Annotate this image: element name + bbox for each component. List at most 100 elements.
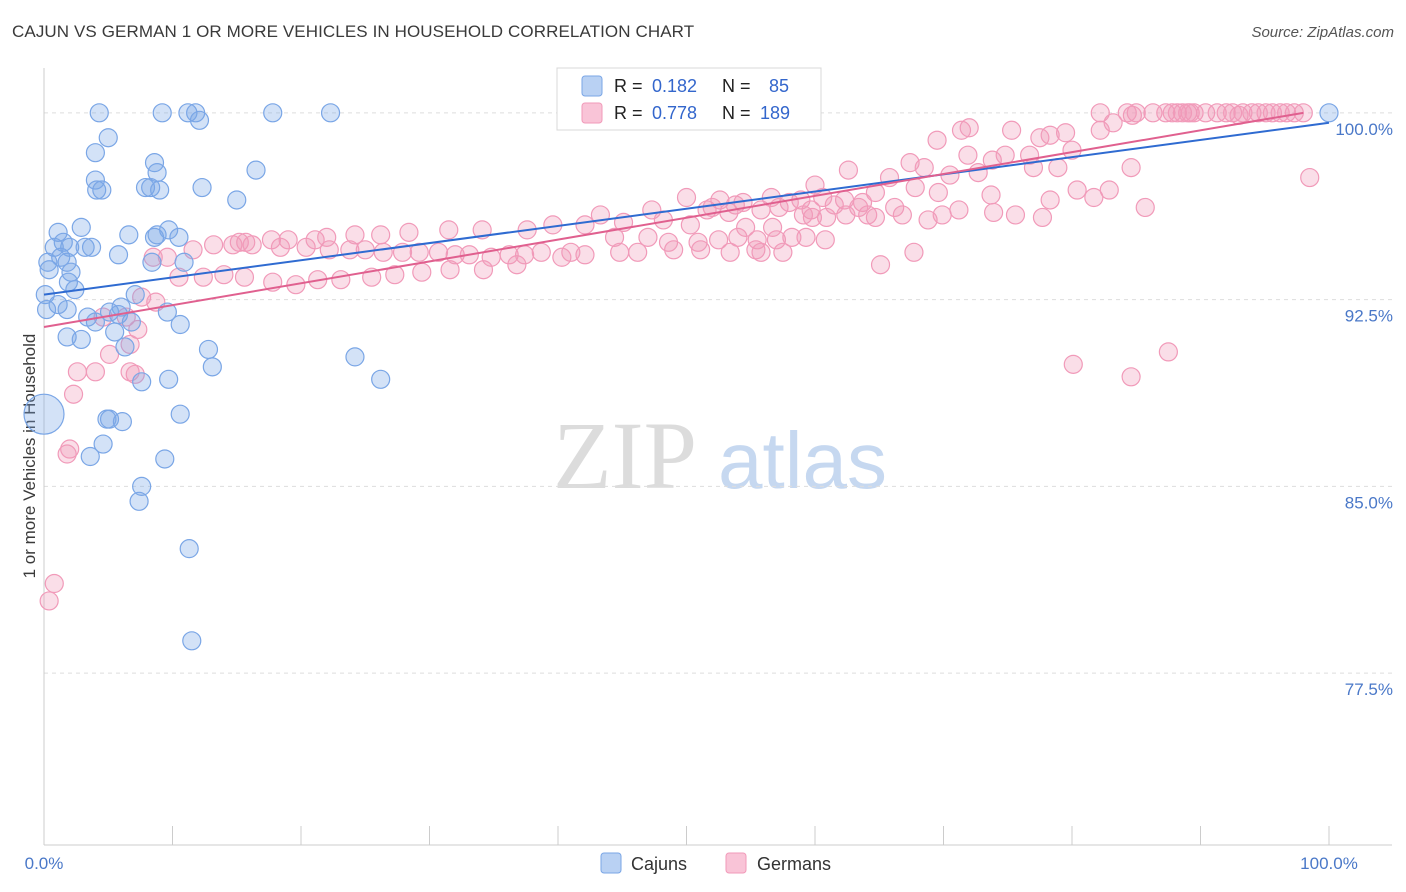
- cajun-point-7: [98, 128, 118, 148]
- cajun-r-label: R =: [614, 76, 643, 96]
- source-label: Source: ZipAtlas.com: [1251, 24, 1394, 41]
- german-point-160: [234, 267, 255, 287]
- german-point-17: [1256, 103, 1276, 123]
- german-point-189: [816, 207, 837, 228]
- german-point-148: [575, 245, 595, 265]
- cajun-point-46: [36, 299, 57, 320]
- german-point-80: [984, 202, 1004, 223]
- german-point-98: [439, 220, 459, 240]
- german-point-185: [904, 242, 924, 262]
- cajun-point-70: [93, 434, 113, 454]
- cajun-point-60: [345, 347, 365, 367]
- german-point-170: [99, 344, 120, 364]
- y-tick-label-1: 92.5%: [1345, 307, 1393, 326]
- german-r-value: 0.778: [652, 103, 697, 123]
- german-point-83: [918, 210, 938, 230]
- cajun-point-12: [85, 170, 106, 190]
- german-point-57: [676, 187, 697, 208]
- german-point-102: [317, 227, 337, 247]
- trend-lines: [43, 111, 1330, 328]
- german-point-186: [858, 205, 878, 225]
- cajun-point-5: [320, 103, 341, 123]
- cajun-point-56: [57, 327, 77, 347]
- german-point-115: [296, 237, 316, 257]
- german-point-56: [1099, 180, 1119, 200]
- german-point-23: [1122, 105, 1142, 125]
- cajun-point-0: [89, 103, 109, 123]
- german-point-177: [60, 439, 80, 459]
- cajun-point-62: [132, 372, 152, 392]
- cajun-series-name: Cajuns: [631, 854, 687, 874]
- cajun-point-4: [263, 103, 283, 123]
- german-point-187: [932, 205, 952, 225]
- german-series-name: Germans: [757, 854, 831, 874]
- german-point-134: [709, 230, 729, 250]
- german-point-34: [927, 130, 947, 150]
- german-point-151: [473, 260, 494, 280]
- german-point-154: [385, 265, 405, 285]
- cajun-point-10: [246, 160, 266, 180]
- german-point-101: [345, 225, 365, 245]
- german-point-28: [1002, 120, 1022, 140]
- cajun-point-30: [75, 237, 95, 257]
- german-point-46: [1121, 158, 1141, 178]
- cajun-point-47: [57, 299, 77, 320]
- german-point-51: [905, 177, 925, 198]
- cajun-point-64: [371, 369, 391, 389]
- cajun-point-66: [170, 404, 190, 424]
- cajun-n-label: N =: [722, 76, 751, 96]
- german-point-114: [270, 237, 291, 257]
- german-point-150: [507, 255, 527, 275]
- watermark-atlas: atlas: [718, 416, 887, 505]
- cajun-point-37: [57, 252, 77, 272]
- german-series-swatch: [725, 852, 747, 874]
- german-point-55: [981, 185, 1001, 205]
- german-point-49: [1300, 167, 1320, 188]
- german-point-44: [838, 160, 859, 180]
- cajun-point-55: [105, 322, 125, 342]
- cajun-point-75: [179, 539, 199, 559]
- german-point-75: [885, 197, 905, 218]
- german-point-171: [85, 362, 106, 382]
- stats-legend: R = 0.182 N = 85 R = 0.778 N = 189: [556, 67, 822, 131]
- y-tick-label-3: 77.5%: [1345, 680, 1393, 699]
- cajun-series-swatch: [600, 852, 622, 874]
- german-point-135: [728, 227, 748, 247]
- cajun-point-38: [39, 260, 59, 280]
- german-point-161: [214, 265, 234, 285]
- german-point-121: [409, 242, 429, 262]
- x-axis-tick-labels: 0.0% 100.0%: [25, 854, 1358, 873]
- german-point-10: [1196, 103, 1216, 123]
- german-point-156: [331, 270, 351, 290]
- cajun-point-25: [144, 227, 165, 247]
- german-n-label: N =: [722, 103, 751, 123]
- german-point-79: [949, 200, 969, 220]
- german-r-label: R =: [614, 103, 643, 123]
- cajun-point-18: [150, 180, 170, 200]
- cajun-point-53: [121, 312, 141, 332]
- cajun-point-45: [111, 297, 131, 317]
- chart-title: CAJUN VS GERMAN 1 OR MORE VEHICLES IN HO…: [12, 22, 695, 41]
- cajun-point-43: [125, 285, 145, 305]
- german-point-137: [766, 230, 787, 250]
- german-point-138: [782, 227, 802, 247]
- german-point-129: [561, 242, 581, 262]
- german-point-85: [836, 205, 856, 225]
- german-point-143: [720, 242, 740, 262]
- german-point-41: [914, 158, 934, 178]
- german-point-169: [120, 334, 140, 355]
- german-point-142: [746, 240, 766, 260]
- german-point-188: [1032, 207, 1053, 228]
- x-axis-ticks: [43, 826, 1330, 845]
- german-point-4: [1156, 103, 1176, 123]
- cajun-point-26: [169, 227, 189, 247]
- cajun-point-15: [192, 177, 212, 198]
- cajun-point-76: [182, 631, 202, 651]
- cajun-point-21: [48, 222, 68, 242]
- german-point-99: [399, 222, 419, 242]
- german-trend-line: [43, 111, 1304, 328]
- cajun-point-63: [159, 369, 179, 389]
- cajun-point-57: [71, 329, 91, 350]
- german-point-172: [67, 362, 88, 382]
